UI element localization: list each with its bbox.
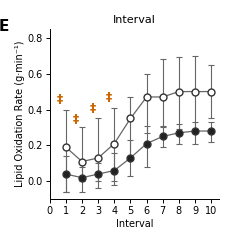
Text: ‡: ‡	[89, 102, 95, 115]
Y-axis label: Lipid Oxidation Rate (g·min⁻¹): Lipid Oxidation Rate (g·min⁻¹)	[15, 41, 25, 187]
Text: ‡: ‡	[105, 91, 111, 104]
Title: Interval: Interval	[112, 15, 155, 25]
X-axis label: Interval: Interval	[115, 219, 153, 229]
Text: E: E	[0, 18, 9, 34]
Text: ‡: ‡	[57, 93, 63, 106]
Text: ‡: ‡	[73, 113, 79, 126]
